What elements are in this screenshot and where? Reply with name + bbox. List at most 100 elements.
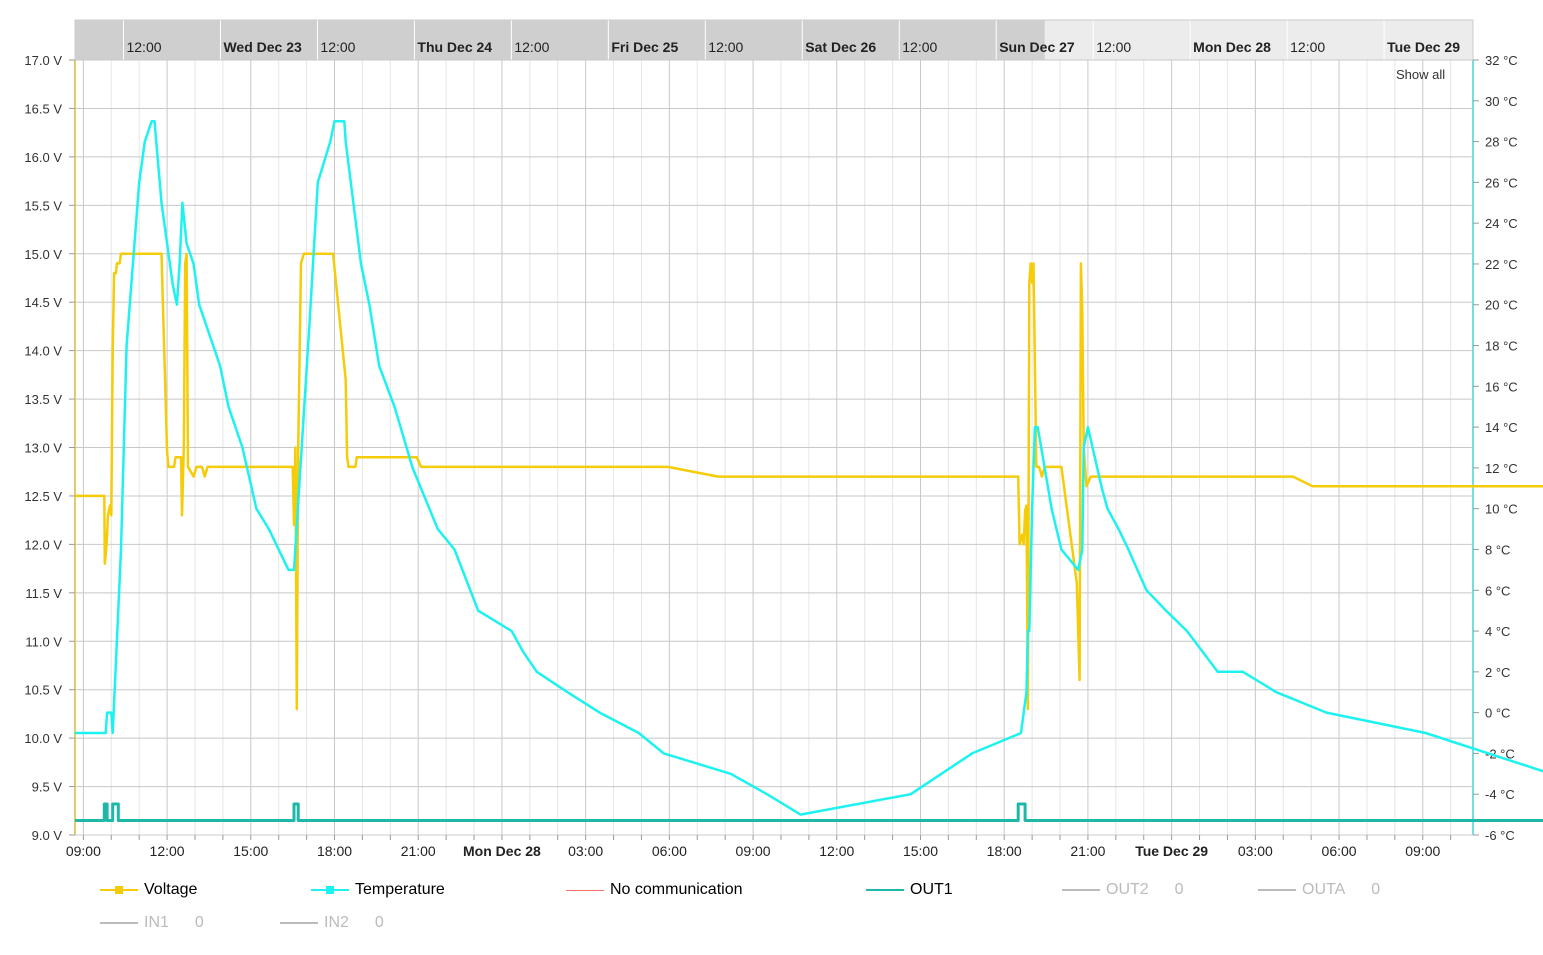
x-tick-label: 21:00 [401,843,436,859]
navigator-selection[interactable] [75,20,1045,60]
legend-item-outa[interactable]: OUTA 0 [1258,881,1380,899]
navigator-label: Fri Dec 25 [611,39,678,55]
legend-symbol-icon [100,883,138,897]
y-left-tick-label: 11.5 V [25,586,62,601]
navigator-label: Tue Dec 29 [1387,39,1460,55]
legend-label: OUT1 [910,881,953,898]
y-left-tick-label: 16.0 V [24,150,62,165]
legend-label: OUT2 [1106,881,1149,898]
legend-item-out2[interactable]: OUT2 0 [1062,881,1184,899]
y-left-tick-label: 10.0 V [24,731,62,746]
x-tick-label: 09:00 [1405,843,1440,859]
navigator-label: Sat Dec 26 [805,39,876,55]
navigator[interactable]: 12:00 Wed Dec 23 12:00 Thu Dec 24 12:00 Fri D… [75,20,1473,60]
navigator-label: 12:00 [514,39,549,55]
y-right-tick-label: 10 °C [1485,502,1518,517]
y-left-tick-label: 12.0 V [24,537,62,552]
legend-value: 0 [1174,881,1184,898]
legend-symbol-icon [1258,883,1296,897]
legend-label: IN2 [324,914,349,931]
y-right-tick-label: 12 °C [1485,461,1518,476]
y-right-tick-label: 6 °C [1485,583,1510,598]
navigator-label: Mon Dec 28 [1193,39,1271,55]
y-left-tick-label: 16.5 V [24,101,62,116]
legend-symbol-icon [866,883,904,897]
x-tick-label: Mon Dec 28 [463,843,541,859]
y-right-tick-label: 14 °C [1485,420,1518,435]
x-tick-label: 15:00 [903,843,938,859]
y-right-tick-label: 32 °C [1485,53,1518,68]
legend-item-in1[interactable]: IN1 0 [100,914,204,932]
y-left-tick-label: 14.5 V [24,295,62,310]
y-left-tick-label: 9.5 V [32,780,63,795]
legend-label: Voltage [144,881,198,898]
x-tick-label: 15:00 [233,843,268,859]
legend-value: 0 [1371,881,1381,898]
legend-value: 0 [374,914,384,931]
y-right-tick-label: 30 °C [1485,94,1518,109]
x-tick-label: 06:00 [1322,843,1357,859]
y-left-tick-label: 12.5 V [24,489,62,504]
series-lines [75,119,1543,822]
y-right-tick-label: -2 °C [1485,746,1515,761]
y-left-tick-label: 11.0 V [25,634,62,649]
legend-item-temperature[interactable]: Temperature [311,881,445,899]
x-tick-label: 09:00 [66,843,101,859]
y-right-tick-label: 0 °C [1485,706,1510,721]
x-axis-labels: 09:00 12:00 15:00 18:00 21:00 Mon Dec 28 03:00… [66,843,1441,859]
y-left-tick-label: 13.5 V [24,392,62,407]
y-right-tick-label: 24 °C [1485,216,1518,231]
legend-symbol-icon [100,916,138,930]
x-tick-label: 21:00 [1070,843,1105,859]
x-tick-label: 12:00 [150,843,185,859]
legend-item-no-communication[interactable]: No communication [566,881,743,899]
navigator-label: 12:00 [902,39,937,55]
legend-item-in2[interactable]: IN2 0 [280,914,384,932]
navigator-label: 12:00 [1290,39,1325,55]
legend-label: No communication [610,881,743,898]
navigator-label: 12:00 [320,39,355,55]
y-right-tick-label: 8 °C [1485,542,1510,557]
x-tick-label: 18:00 [317,843,352,859]
x-tick-label: Tue Dec 29 [1135,843,1208,859]
legend-item-voltage[interactable]: Voltage [100,881,197,899]
legend-value: 0 [194,914,204,931]
y-right-tick-label: 16 °C [1485,379,1518,394]
y-left-tick-label: 9.0 V [32,828,63,843]
y-right-tick-label: 26 °C [1485,175,1518,190]
navigator-label: 12:00 [1096,39,1131,55]
y-right-tick-label: 22 °C [1485,257,1518,272]
x-tick-label: 03:00 [1238,843,1273,859]
legend-symbol-icon [311,883,349,897]
navigator-label: 12:00 [708,39,743,55]
axes: 9.0 V 9.5 V 10.0 V 10.5 V 11.0 V 11.5 V 12.0 V… [24,19,1518,843]
series-line-voltage [75,252,1543,711]
y-left-tick-label: 17.0 V [24,53,62,68]
navigator-label: 12:00 [126,39,161,55]
y-right-tick-label: 4 °C [1485,624,1510,639]
y-right-tick-label: -4 °C [1485,787,1515,802]
series-line-temperature [75,119,1543,816]
y-left-tick-label: 13.0 V [24,441,62,456]
y-left-tick-label: 14.0 V [24,344,62,359]
show-all-button[interactable]: Show all [1396,67,1446,82]
legend-symbol-icon [566,883,604,897]
y-right-tick-label: 18 °C [1485,339,1518,354]
y-left-tick-label: 15.0 V [24,247,62,262]
y-left-tick-label: 10.5 V [24,683,62,698]
legend-symbol-icon [280,916,318,930]
x-tick-label: 18:00 [987,843,1022,859]
legend-label: IN1 [144,914,169,931]
x-tick-label: 06:00 [652,843,687,859]
x-tick-label: 03:00 [568,843,603,859]
legend-label: Temperature [355,881,445,898]
navigator-label: Thu Dec 24 [417,39,492,55]
legend-symbol-icon [1062,883,1100,897]
y-right-tick-label: 20 °C [1485,298,1518,313]
legend-item-out1[interactable]: OUT1 [866,881,953,899]
y-right-tick-label: -6 °C [1485,828,1515,843]
series-line-out1 [75,802,1543,822]
legend-label: OUTA [1302,881,1346,898]
navigator-label: Wed Dec 23 [223,39,302,55]
